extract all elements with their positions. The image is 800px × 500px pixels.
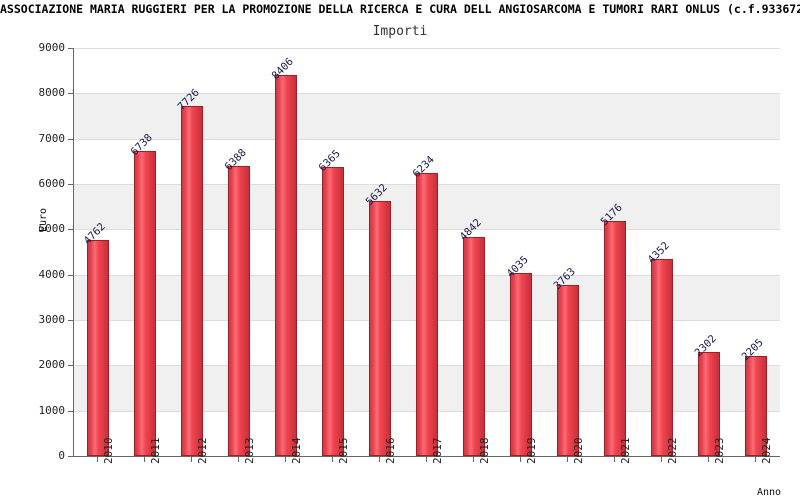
bar[interactable] [510,273,533,456]
x-axis-tick-mark [96,457,98,462]
x-axis-tick-mark [143,457,145,462]
gridline [74,93,780,95]
x-axis-tick-mark [190,457,192,462]
bar[interactable] [416,173,438,456]
x-axis-tick-mark [284,457,286,462]
bar[interactable] [651,258,674,456]
chart-title: ASSOCIAZIONE MARIA RUGGIERI PER LA PROMO… [0,2,800,16]
bar[interactable] [227,166,250,456]
y-axis-tick-mark [68,93,73,95]
gridline [74,48,780,49]
y-axis-tick-mark [68,456,73,457]
x-axis-tick-label: 2014 [289,437,303,465]
bar[interactable] [86,240,109,456]
x-axis-tick-label: 2024 [760,437,774,465]
y-axis-tick-mark [68,365,73,367]
x-axis-tick-mark [708,457,710,462]
y-axis-tick-label: 0 [58,449,65,462]
x-axis-tick-label: 2016 [383,437,397,465]
bar[interactable] [463,236,486,456]
x-axis-tick-mark [237,457,239,462]
y-axis-tick-mark [68,138,73,140]
y-axis-tick-label: 6000 [38,177,66,190]
y-axis-tick-mark [68,274,73,276]
y-axis-tick-label: 3000 [38,313,66,326]
y-axis-tick-mark [68,229,73,231]
bar[interactable] [133,150,156,456]
bar[interactable] [274,74,297,456]
y-axis-tick-label: 1000 [38,403,66,417]
bar[interactable] [698,351,721,456]
x-axis-tick-label: 2015 [336,437,350,465]
x-axis-tick-mark [426,457,427,462]
y-axis-tick-label: 9000 [38,41,66,54]
x-axis-tick-label: 2023 [713,437,727,465]
chart-subtitle: Importi [372,24,428,39]
x-axis-tick-label: 2021 [619,437,633,465]
x-axis-tick-mark [331,457,333,462]
x-axis-tick-label: 2010 [101,437,115,465]
x-axis-tick-mark [661,457,663,462]
x-axis-tick-mark [755,457,757,462]
x-axis-tick-mark [567,457,569,462]
x-axis-tick-label: 2017 [431,437,444,465]
y-axis-tick-label: 7000 [38,131,66,145]
x-axis-label: Anno [757,487,782,498]
x-axis-tick-mark [614,457,616,462]
bar[interactable] [604,221,627,456]
y-axis-tick-label: 8000 [38,86,66,100]
gridline [74,138,780,140]
x-axis-tick-label: 2020 [572,437,586,465]
x-axis-tick-label: 2018 [478,437,492,465]
y-axis-tick-mark [68,48,73,49]
y-axis-tick-label: 5000 [38,222,66,236]
x-axis-tick-mark [473,457,475,462]
x-axis-tick-label: 2012 [195,437,209,465]
x-axis-tick-label: 2022 [666,437,680,465]
bar[interactable] [368,200,391,456]
y-axis-tick-label: 2000 [38,358,66,372]
x-axis-tick-mark [520,457,522,462]
x-axis-tick-label: 2011 [148,437,162,465]
bar[interactable] [180,105,203,456]
bar[interactable] [557,285,580,456]
x-axis-tick-label: 2019 [525,437,539,465]
y-axis-tick-label: 4000 [38,267,66,281]
bar[interactable] [321,167,344,456]
y-axis-tick-mark [68,320,73,321]
x-axis-tick-mark [378,457,380,462]
plot-area [73,48,780,457]
x-axis-tick-label: 2013 [242,437,256,465]
bar[interactable] [745,356,768,456]
y-axis-tick-mark [68,184,73,185]
y-axis-tick-mark [68,410,73,412]
